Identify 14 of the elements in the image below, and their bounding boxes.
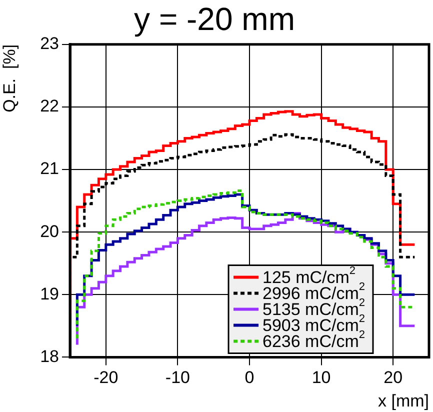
y-axis-title: Q.E. [%] — [0, 44, 19, 112]
x-tick-label: 20 — [384, 368, 403, 388]
y-tick-label: 19 — [40, 284, 59, 304]
y-tick-label: 23 — [40, 34, 59, 54]
x-tick-label: -10 — [165, 368, 190, 388]
y-tick-label: 18 — [40, 346, 59, 366]
x-tick-label: -20 — [94, 368, 118, 388]
y-tick-label: 22 — [40, 96, 59, 116]
x-tick-label: 0 — [244, 368, 254, 388]
y-tick-label: 20 — [40, 222, 59, 241]
x-tick-label: 10 — [312, 368, 331, 388]
y-tick-label: 21 — [40, 159, 59, 178]
x-axis-title: x [mm] — [378, 391, 429, 410]
chart-title: y = -20 mm — [134, 1, 295, 38]
